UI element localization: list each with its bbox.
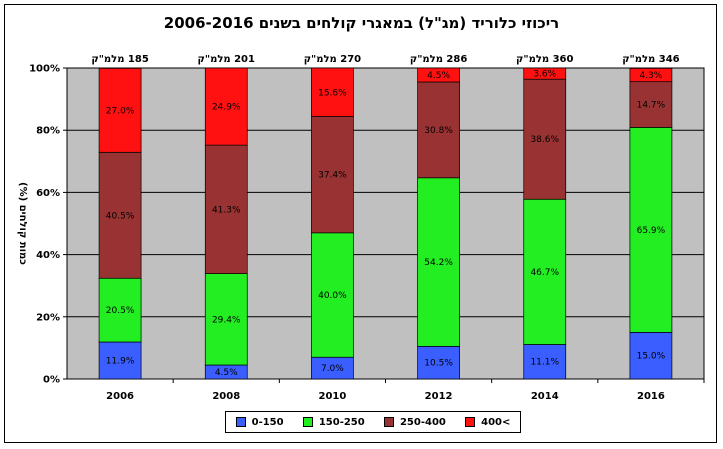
data-label: 15.6% (318, 88, 347, 98)
bar-segment (629, 67, 673, 83)
bar-segment (629, 81, 673, 128)
bar-total-label: 346 מלמ"ק (622, 54, 679, 65)
bar-total-label: 185 מלמ"ק (91, 54, 148, 65)
y-axis-label: כמות קולחים (%) (17, 182, 28, 265)
bar-segment (523, 344, 567, 380)
bar-segment (311, 116, 354, 234)
data-label: 7.0% (321, 364, 344, 374)
bar-segment (311, 67, 354, 117)
data-label: 54.2% (424, 258, 453, 268)
bar-segment (629, 332, 673, 380)
bar-segment (98, 151, 142, 279)
bar-segment (417, 81, 460, 179)
x-category-label: 2014 (531, 391, 559, 402)
data-label: 38.6% (530, 135, 559, 145)
bar-total-label: 201 מלמ"ק (198, 54, 255, 65)
data-label: 14.7% (637, 101, 666, 111)
y-tick-label: 0% (43, 375, 60, 386)
bar-segment (98, 67, 142, 153)
legend-swatch (465, 417, 476, 427)
y-tick-label: 80% (36, 126, 60, 137)
legend-item: 250-400 (383, 416, 446, 428)
x-axis-categories: 2006 2008 2010 2012 2014 2016 (106, 379, 705, 402)
data-label: 40.5% (106, 211, 135, 221)
legend-label: 150-250 (318, 416, 365, 428)
bar-total-label: 270 מלמ"ק (304, 54, 361, 65)
x-category-label: 2016 (637, 391, 665, 402)
y-axis-ticks: 0% 20% 40% 60% 80% 100% (29, 64, 67, 386)
bar-segment (629, 127, 673, 333)
legend-item: 150-250 (302, 416, 365, 428)
data-label: 27.0% (106, 106, 135, 116)
legend-swatch (302, 417, 313, 427)
bar-total-label: 286 מלמ"ק (410, 54, 467, 65)
bar-segment (98, 341, 142, 380)
legend-label: 250-400 (399, 416, 446, 428)
chart-title: ריכוזי כלוריד (מג"ל) במאגרי קולחים בשנים… (163, 14, 560, 32)
legend-item: 0-150 (235, 416, 284, 428)
data-label: 20.5% (106, 306, 135, 316)
data-label: 11.9% (106, 356, 135, 366)
plot-area (66, 67, 705, 380)
bar-segment (417, 67, 460, 83)
bar-segment (311, 232, 354, 358)
bar-segment (204, 273, 248, 366)
x-category-label: 2008 (212, 391, 240, 402)
x-category-label: 2012 (425, 391, 453, 402)
data-label: 24.9% (212, 103, 241, 113)
bar-total-label: 360 מלמ"ק (516, 54, 573, 65)
data-label: 15.0% (637, 352, 666, 362)
y-tick-label: 60% (36, 188, 60, 199)
data-label: 10.5% (424, 359, 453, 369)
bar-segment (523, 67, 567, 80)
legend: 0-150 150-250 250-400 400< (225, 411, 521, 433)
legend-label: 400< (481, 416, 511, 428)
bar-segment (204, 67, 248, 146)
data-label: 3.6% (533, 70, 556, 80)
bars: 11.9% 20.5% 40.5% 27.0% 185 מלמ"ק 4.5% 29.4% 41… (91, 54, 680, 380)
data-label: 4.3% (639, 71, 662, 81)
gridlines (67, 129, 704, 318)
data-label: 65.9% (637, 226, 666, 236)
bar-segment (204, 144, 248, 274)
y-tick-label: 100% (29, 64, 60, 75)
data-label: 41.3% (212, 205, 241, 215)
data-label: 4.5% (427, 71, 450, 81)
x-category-label: 2006 (106, 391, 134, 402)
data-label: 37.4% (318, 171, 347, 181)
y-tick-label: 40% (36, 250, 60, 261)
legend-swatch (235, 417, 246, 427)
data-label: 4.5% (215, 368, 238, 378)
data-label: 11.1% (530, 358, 559, 368)
y-tick-label: 20% (36, 312, 60, 323)
legend-item: 400< (465, 417, 510, 428)
data-label: 29.4% (212, 315, 241, 325)
x-category-label: 2010 (318, 391, 346, 402)
data-label: 40.0% (318, 291, 347, 301)
legend-swatch (383, 417, 394, 427)
data-label: 30.8% (424, 126, 453, 136)
legend-label: 0-150 (251, 416, 284, 428)
bar-segment (523, 78, 567, 200)
data-label: 46.7% (530, 268, 559, 278)
bar-segment (417, 177, 460, 347)
